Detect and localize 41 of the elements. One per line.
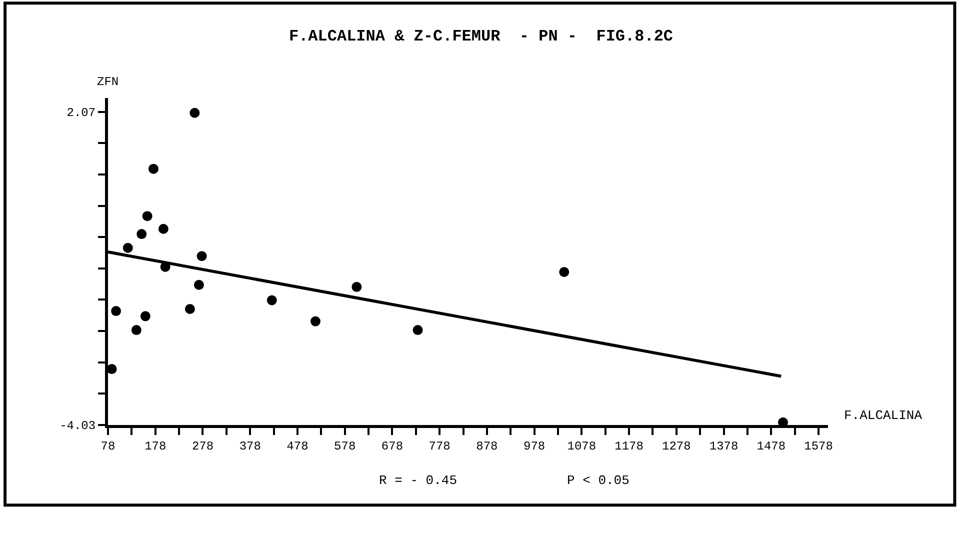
point <box>190 108 200 118</box>
x-tick-label: 378 <box>239 439 261 454</box>
point <box>196 251 207 262</box>
x-axis-title: F.ALCALINA <box>844 408 922 423</box>
x-tick-label: 678 <box>381 439 404 454</box>
point <box>142 211 152 222</box>
point <box>352 282 362 292</box>
x-tick-label: 778 <box>428 439 450 454</box>
point <box>131 325 142 336</box>
x-tick-label: 1278 <box>662 439 691 454</box>
point <box>412 325 423 336</box>
point <box>310 316 320 326</box>
x-tick-label: 178 <box>144 439 166 454</box>
point <box>194 280 204 290</box>
x-tick-label: 1178 <box>614 439 644 454</box>
x-tick-label: 1378 <box>709 439 738 454</box>
point <box>559 267 570 278</box>
point <box>136 229 147 240</box>
text: R = - 0.45 <box>379 473 458 488</box>
point <box>158 224 168 234</box>
point <box>140 311 150 322</box>
x-tick-label: 1578 <box>804 439 833 454</box>
y-tick-label: -4.03 <box>60 419 96 434</box>
x-tick-label: 78 <box>100 439 116 454</box>
point <box>148 164 158 174</box>
chart-title: F.ALCALINA & Z-C.FEMUR - PN - FIG.8.2C <box>288 28 674 46</box>
text: P < 0.05 <box>567 473 630 488</box>
point <box>266 295 277 306</box>
point <box>111 306 122 316</box>
x-tick-label: 478 <box>286 439 308 454</box>
x-tick-label: 1478 <box>756 439 786 454</box>
y-tick-label: 2.07 <box>66 106 96 120</box>
x-tick-label: 978 <box>524 439 546 454</box>
x-tick-label: 578 <box>334 439 356 454</box>
x-tick-label: 278 <box>192 439 214 454</box>
point <box>184 304 195 314</box>
x-tick-label: 1078 <box>567 439 596 454</box>
x-tick-label: 878 <box>476 439 498 454</box>
y-axis-title: ZFN <box>97 75 119 89</box>
point <box>108 364 117 374</box>
point <box>122 242 133 253</box>
